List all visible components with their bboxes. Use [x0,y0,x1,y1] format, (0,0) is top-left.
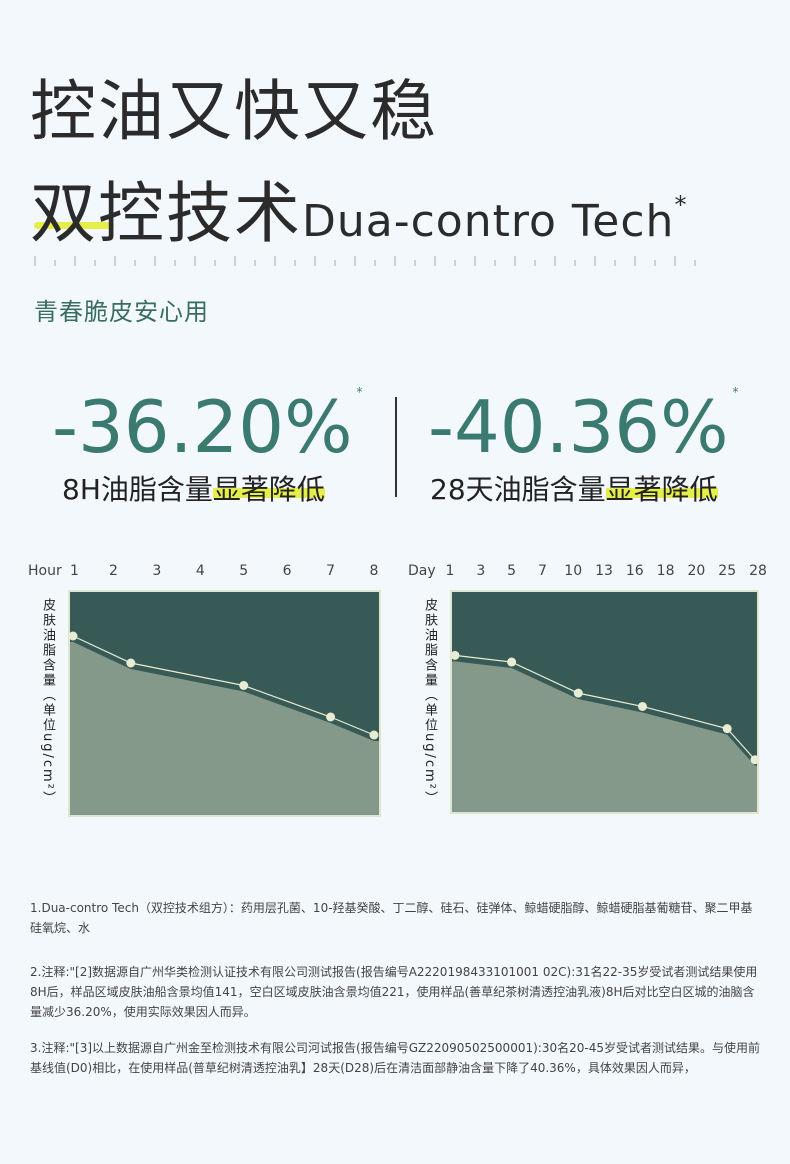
stat-star: * [732,385,739,399]
x-tick-label: 2 [109,563,118,579]
caption-text: 8H油脂含量 [62,473,213,506]
x-tick-label: 7 [326,563,335,579]
chart2-ylabel: 皮肤油脂含量（单位ug/cm²） [422,598,437,806]
stat-28d-value: -40.36% * [428,385,739,469]
stat-8h-value: -36.20% * [52,385,363,469]
caption-highlight: 显著降低 [212,473,325,506]
charts: 1 2 3 4 5 6 7 8 1 3 5 7 10 13 16 18 20 25 28 [68,563,767,817]
series-line [454,654,756,761]
x-tick-label: 10 [564,563,582,579]
caption-highlight: 显著降低 [605,473,718,506]
stat-value-text: -40.36% [428,385,729,469]
data-point [638,701,647,711]
data-point [722,724,732,734]
x-tick-label: 5 [239,563,248,579]
stat-star: * [356,385,363,399]
x-tick-label: 28 [749,563,767,579]
note-2: 2.注释:"[2]数据源自广州华类检测认证技术有限公司测试报告(报告编号A222… [30,965,758,1019]
note-1: 1.Dua-contro Tech（双控技术组方）：药用层孔菌、10-羟基癸酸、… [30,901,753,935]
x-tick-label: 3 [476,563,485,579]
chart1-ylabel: 皮肤油脂含量（单位ug/cm²） [40,598,55,806]
caption-text: 28天油脂含量 [430,473,606,506]
title-highlight [34,222,114,229]
data-point [326,712,336,722]
chart1-xlabel: Hour [28,563,62,579]
x-tick-label: 20 [687,563,705,579]
x-tick-label: 13 [595,563,613,579]
x-tick-label: 4 [196,563,205,579]
divider [395,397,397,497]
x-tick-label: 6 [283,563,292,579]
stat-value-text: -36.20% [52,385,353,469]
data-point [239,681,249,690]
data-point [573,688,583,698]
x-tick-label: 1 [446,563,455,579]
note-3: 3.注释:"[3]以上数据源自广州金至检测技术有限公司河试报告(报告编号GZ22… [30,1041,760,1075]
stat-28d-caption: 28天油脂含量显著降低 [430,468,718,508]
area-fill [70,642,379,815]
x-tick-label: 1 [70,563,79,579]
title-line-2: 双控技术Dua-contro Tech* [30,160,688,256]
data-point [507,657,517,667]
title-cn: 双控技术 [30,175,302,252]
x-tick-label: 25 [718,563,736,579]
stat-8h-caption: 8H油脂含量显著降低 [62,468,325,508]
chart2-xlabel: Day [408,563,436,579]
x-tick-label: 16 [626,563,644,579]
ruler-decoration [34,256,696,266]
data-point [450,650,460,660]
x-tick-label: 8 [370,563,379,579]
data-point [68,631,78,641]
title-en: Dua-contro Tech [302,196,675,247]
data-point [369,730,379,740]
area-fill [452,661,757,812]
data-point [750,755,760,765]
x-tick-label: 5 [507,563,516,579]
x-tick-label: 3 [152,563,161,579]
subtitle: 青春脆皮安心用 [34,298,209,326]
x-tick-label: 18 [657,563,675,579]
title-star: * [674,191,689,219]
title-line-1: 控油又快又稳 [30,73,438,150]
x-tick-label: 7 [538,563,547,579]
data-point [126,658,136,668]
